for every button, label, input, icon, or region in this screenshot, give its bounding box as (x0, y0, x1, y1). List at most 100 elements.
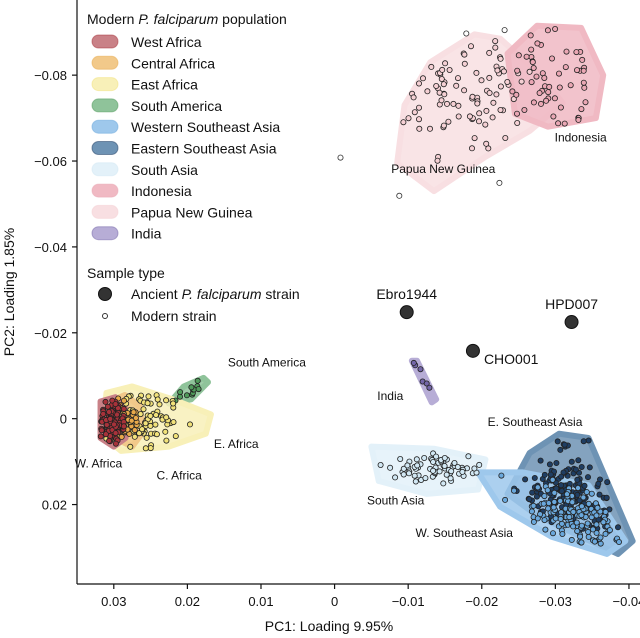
central-africa-point (128, 417, 135, 424)
png-point (426, 125, 433, 132)
indonesia-point (555, 120, 562, 127)
west-africa-point (106, 437, 113, 444)
png-point (442, 60, 449, 67)
w-se-asia-point (550, 530, 557, 537)
w-se-asia-point (528, 508, 535, 515)
png-point (438, 97, 445, 104)
w-se-asia-point (594, 504, 601, 511)
w-se-asia-point (573, 519, 580, 526)
w-se-asia-point (534, 515, 541, 522)
w-se-asia-point (569, 499, 576, 506)
png-outlier-point (501, 27, 508, 34)
indonesia-point (563, 48, 570, 55)
e-se-asia-point (578, 463, 585, 470)
indonesia-point (514, 67, 521, 74)
png-point (419, 75, 426, 82)
legend-swatch-south-asia (91, 162, 119, 177)
cluster-annotation: South America (228, 355, 306, 369)
south-asia-point (411, 472, 418, 479)
w-se-asia-point (585, 500, 592, 507)
east-africa-point (145, 393, 152, 400)
east-africa-point (163, 397, 170, 404)
png-point (497, 83, 504, 90)
east-africa-point (136, 430, 143, 437)
cluster-annotation: W. Africa (75, 457, 123, 471)
ancient-sample-cho001 (465, 343, 480, 358)
w-se-asia-point (551, 489, 558, 496)
png-point (411, 109, 418, 116)
w-se-asia-point (530, 502, 537, 509)
indonesia-point (523, 53, 530, 60)
legend-swatch-east-africa (91, 77, 119, 92)
central-africa-point (132, 414, 139, 421)
e-se-asia-point (568, 458, 575, 465)
png-point (440, 81, 447, 88)
png-point (434, 157, 441, 164)
png-point (415, 104, 422, 111)
legend-swatch-india (91, 226, 119, 241)
legend-swatch-south-america (91, 98, 119, 113)
png-point (489, 114, 496, 121)
cluster-annotation: South Asia (367, 494, 425, 508)
indonesia-point (549, 55, 556, 62)
india-point (423, 380, 430, 387)
w-se-asia-point (606, 527, 613, 534)
y-tick-label: 0 (60, 412, 67, 427)
west-africa-point (98, 427, 105, 434)
indonesia-point (556, 70, 563, 77)
indonesia-point (541, 75, 548, 82)
x-tick-label: 0.01 (248, 594, 273, 609)
legend-label-indonesia: Indonesia (131, 183, 192, 199)
indonesia-point (528, 79, 535, 86)
w-se-asia-point (544, 487, 551, 494)
south-asia-point (414, 462, 421, 469)
south-america-point (177, 389, 184, 396)
w-se-asia-point (549, 476, 556, 483)
e-se-asia-point (572, 466, 579, 473)
png-point (486, 74, 493, 81)
e-se-asia-point (561, 441, 568, 448)
south-asia-point (397, 455, 404, 462)
legend: Modern P. falciparum population West Afr… (87, 11, 300, 324)
png-point (433, 83, 440, 90)
x-ticks: 0.03 0.02 0.01 0 −0.01 −0.02 −0.03 −0.04 (101, 584, 640, 609)
west-africa-point (112, 401, 119, 408)
west-africa-point (97, 433, 104, 440)
west-africa-point (120, 423, 127, 430)
indonesia-point (582, 99, 589, 106)
south-asia-point (441, 462, 448, 469)
ancient-sample-label: CHO001 (484, 351, 539, 367)
south-asia-point (465, 453, 472, 460)
x-tick-label: −0.04 (613, 594, 640, 609)
cluster-annotations: Indonesia Papua New Guinea South America In… (75, 131, 607, 540)
west-africa-point (104, 403, 111, 410)
east-africa-point (147, 445, 154, 452)
e-se-asia-point (526, 496, 533, 503)
w-se-asia-point (590, 526, 597, 533)
indonesia-point (551, 95, 558, 102)
south-asia-point (441, 454, 448, 461)
e-se-asia-point (604, 479, 611, 486)
legend-ancient-label: Ancient P. falciparum strain (131, 286, 300, 302)
e-se-asia-point (615, 524, 622, 531)
png-point (455, 102, 462, 109)
png-point (475, 118, 482, 125)
west-africa-point (112, 440, 119, 447)
w-se-asia-point (593, 521, 600, 528)
png-point (518, 78, 525, 85)
south-asia-point (430, 467, 437, 474)
w-se-asia-point (575, 484, 582, 491)
w-se-asia-point (541, 493, 548, 500)
w-se-asia-point (550, 504, 557, 511)
png-point (428, 63, 435, 70)
png-point (424, 88, 431, 95)
png-point (497, 107, 504, 114)
png-point (494, 67, 501, 74)
indonesia-point (545, 89, 552, 96)
legend-label-south-asia: South Asia (131, 162, 198, 178)
east-africa-point (142, 420, 149, 427)
png-point (468, 145, 475, 152)
png-point (473, 69, 480, 76)
png-point (492, 44, 499, 51)
south-asia-point (387, 464, 394, 471)
